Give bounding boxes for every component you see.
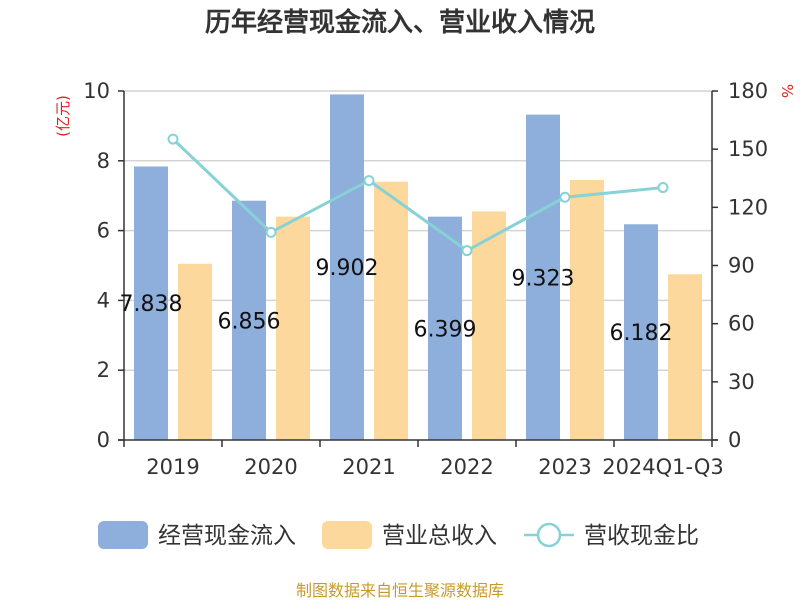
legend-label: 经营现金流入 — [158, 523, 296, 549]
data-label: 7.838 — [120, 292, 183, 317]
cash-inflow-bar — [526, 114, 560, 441]
source-note: 制图数据来自恒生聚源数据库 — [296, 581, 504, 600]
revenue-bar — [570, 179, 604, 440]
right-tick-label: 0 — [728, 428, 741, 452]
ratio-point — [363, 175, 375, 187]
left-tick-label: 6 — [97, 219, 110, 243]
legend-label: 营收现金比 — [584, 523, 699, 549]
legend-item: 营收现金比 — [524, 522, 699, 549]
x-tick-label: 2023 — [538, 455, 591, 479]
revenue-bar — [472, 211, 506, 440]
cash-inflow-bar — [624, 224, 658, 440]
chart-title: 历年经营现金流入、营业收入情况 — [205, 7, 595, 38]
cash-inflow-bar — [330, 94, 364, 440]
legend-item: 经营现金流入 — [98, 521, 296, 549]
revenue-bar — [178, 263, 212, 440]
left-axis-unit: (亿元) — [54, 95, 72, 137]
grid — [124, 90, 712, 371]
left-tick-label: 10 — [83, 79, 110, 103]
left-tick-label: 2 — [97, 358, 110, 382]
legend-marker — [536, 522, 562, 548]
right-tick-label: 60 — [728, 312, 755, 336]
x-tick-label: 2024Q1-Q3 — [602, 455, 724, 479]
x-tick-label: 2020 — [244, 455, 297, 479]
legend-label: 营业总收入 — [382, 523, 497, 549]
cash-inflow-bar — [428, 216, 462, 440]
ratio-line-path — [171, 137, 664, 253]
ratio-point — [265, 226, 277, 238]
ratio-point — [559, 191, 571, 203]
revenue-bar — [276, 216, 310, 440]
right-tick-label: 30 — [728, 370, 755, 394]
revenue-bar — [668, 274, 702, 440]
right-axis-unit: % — [778, 84, 796, 98]
left-tick-label: 8 — [97, 149, 110, 173]
ratio-point — [461, 245, 473, 257]
cash-inflow-bar — [134, 166, 168, 440]
right-tick-label: 90 — [728, 254, 755, 278]
right-tick-label: 120 — [728, 195, 768, 219]
ratio-point — [167, 133, 179, 145]
ratio-line — [167, 133, 669, 257]
legend-item: 营业总收入 — [322, 521, 497, 549]
data-label: 6.856 — [218, 309, 281, 334]
data-label: 9.323 — [512, 266, 575, 291]
legend-swatch — [98, 521, 148, 549]
right-tick-label: 150 — [728, 137, 768, 161]
data-label: 6.182 — [610, 321, 673, 346]
data-label: 6.399 — [414, 317, 477, 342]
right-tick-label: 180 — [728, 79, 768, 103]
revenue-bar — [374, 181, 408, 441]
x-tick-label: 2019 — [146, 455, 199, 479]
x-tick-label: 2021 — [342, 455, 395, 479]
left-tick-label: 4 — [97, 288, 110, 312]
bars — [134, 94, 702, 441]
cash-inflow-bar — [232, 200, 266, 440]
legend-swatch — [322, 521, 372, 549]
axes: 0 2 4 6 8 10 0 30 60 90 120 150 180 2019 2020 2021 2022 2… — [83, 79, 768, 479]
left-tick-label: 0 — [97, 428, 110, 452]
legend: 经营现金流入 营业总收入 营收现金比 — [98, 521, 699, 549]
ratio-point — [657, 182, 669, 194]
data-labels: 7.838 6.856 9.902 6.399 9.323 6.182 — [120, 256, 673, 346]
x-tick-label: 2022 — [440, 455, 493, 479]
data-label: 9.902 — [316, 256, 379, 281]
